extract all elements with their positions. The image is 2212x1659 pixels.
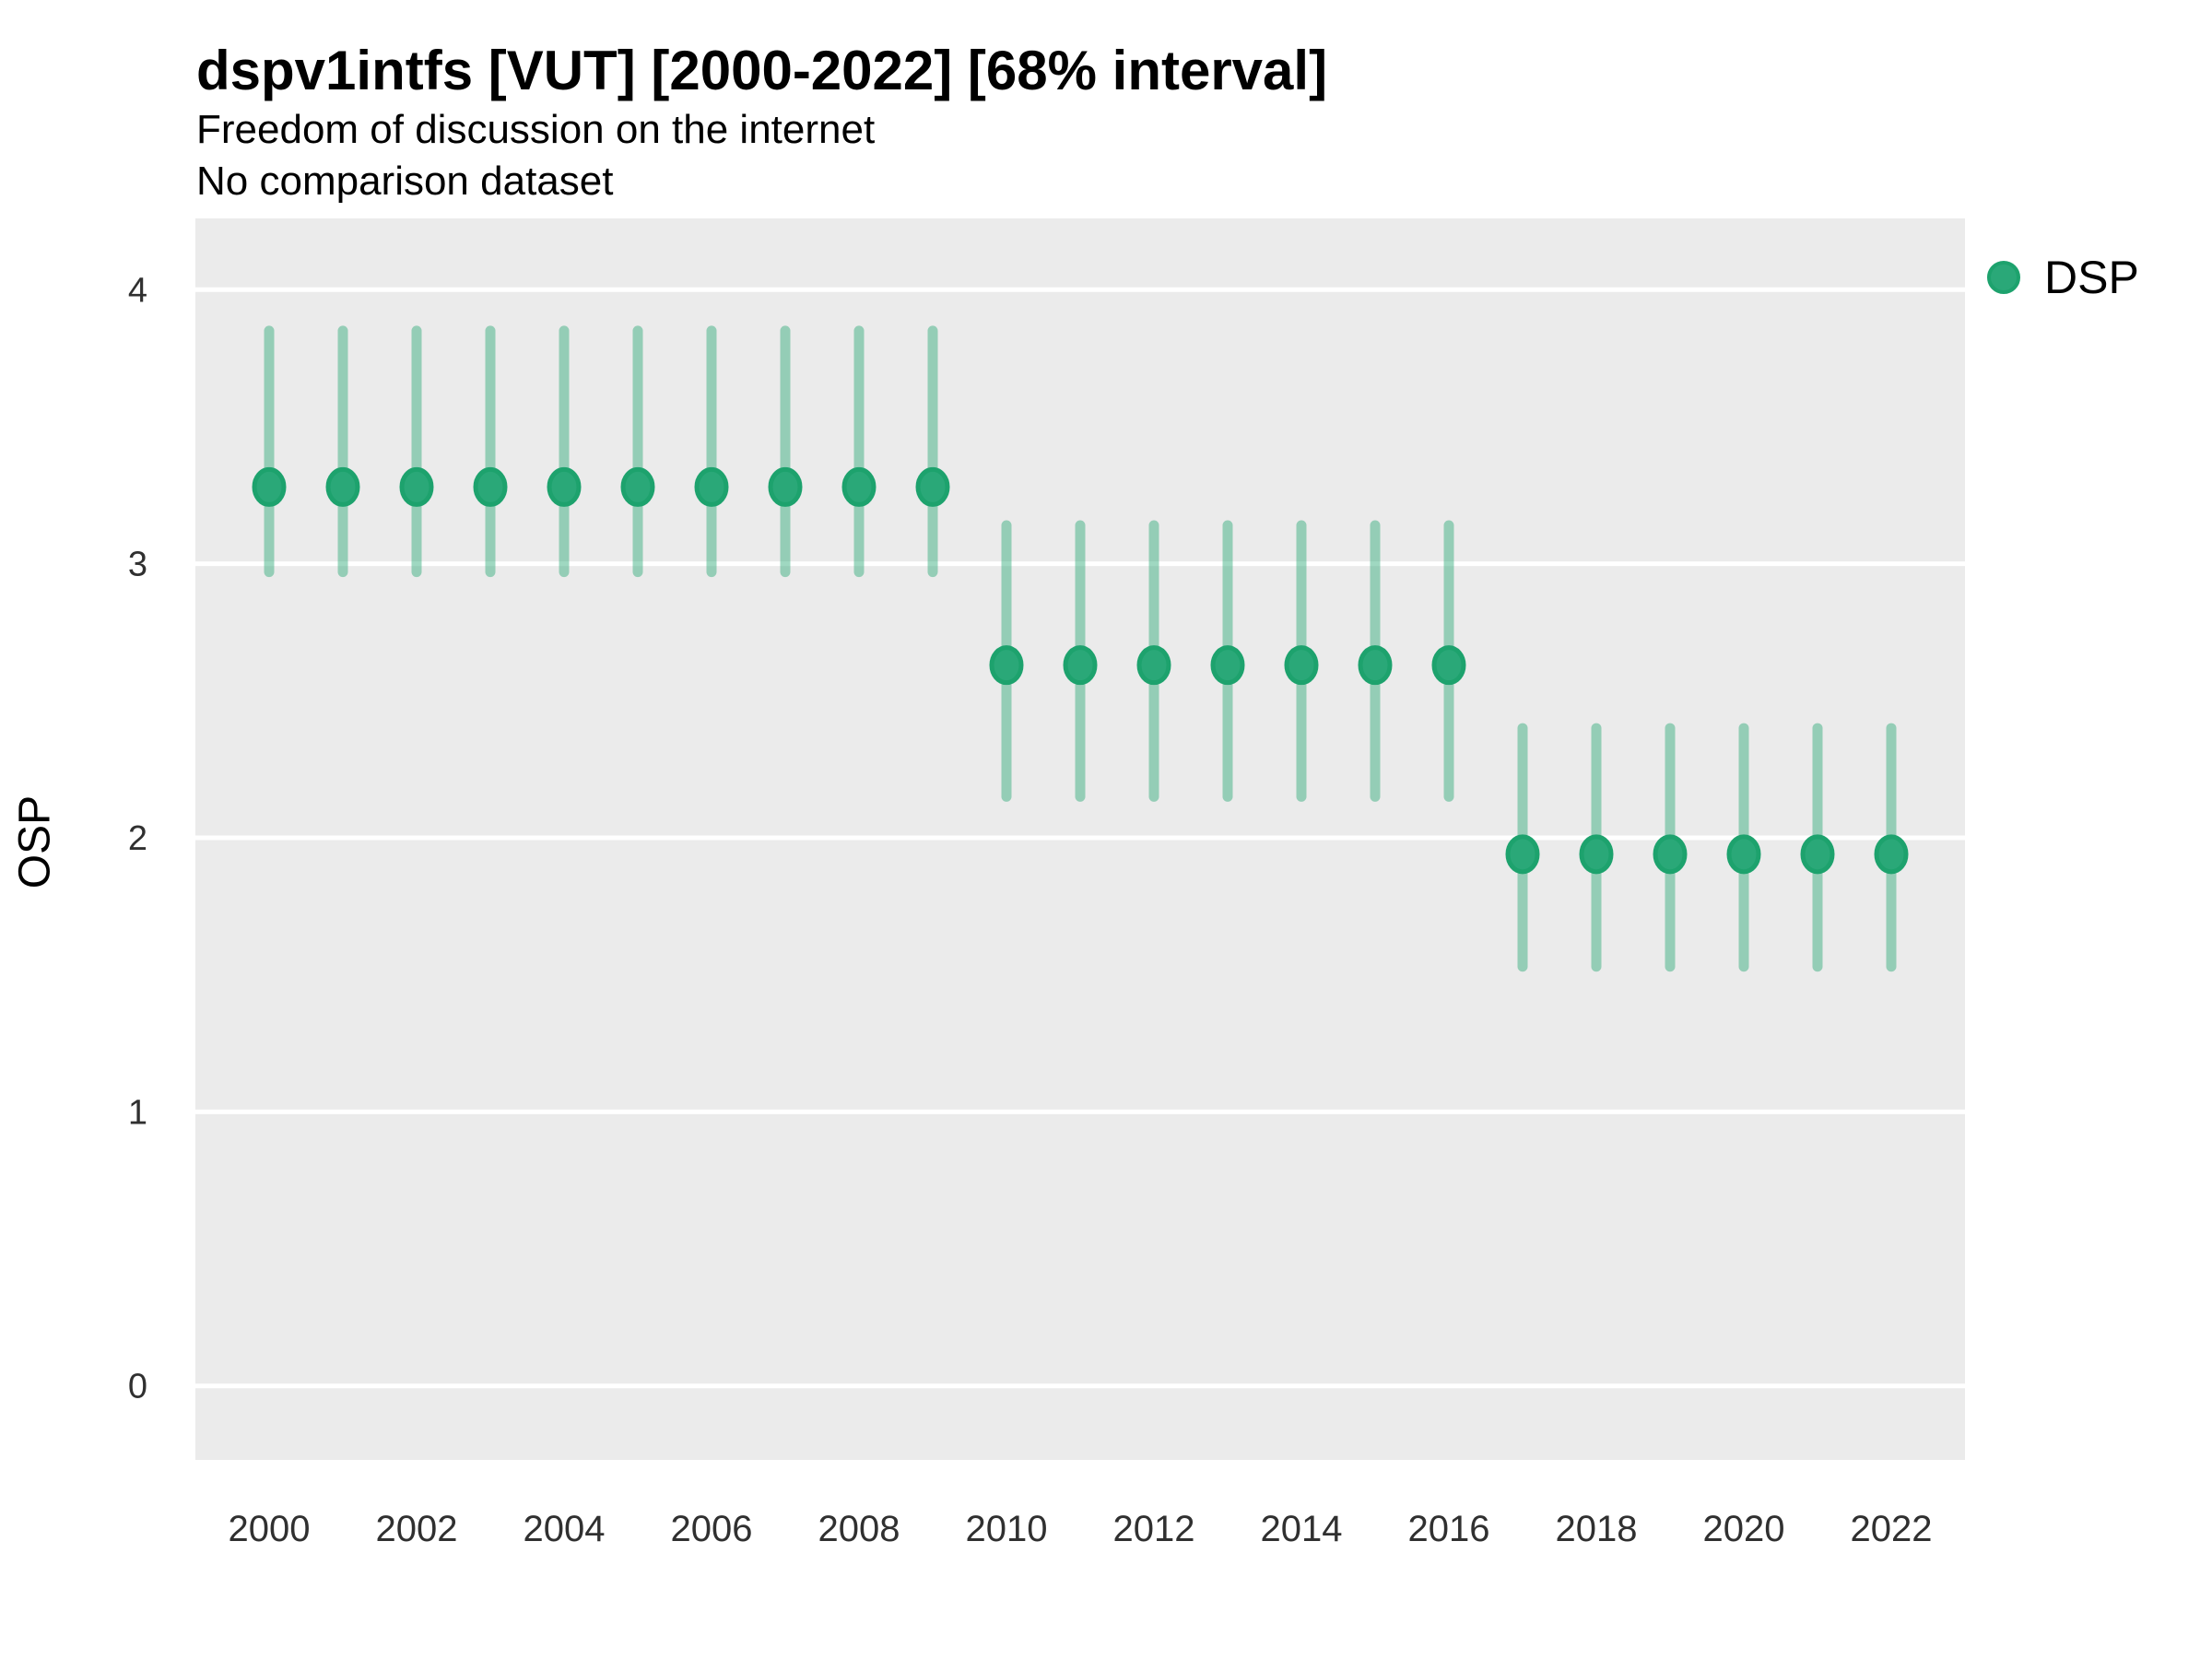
point-estimate bbox=[1800, 834, 1835, 875]
x-tick-label: 2008 bbox=[818, 1509, 900, 1549]
point-estimate bbox=[1063, 645, 1098, 686]
x-tick-label: 2002 bbox=[376, 1509, 458, 1549]
point-estimate bbox=[1726, 834, 1761, 875]
y-tick-label: 1 bbox=[128, 1093, 147, 1132]
point-estimate bbox=[1136, 645, 1171, 686]
point-estimate bbox=[841, 466, 877, 507]
point-estimate bbox=[547, 466, 582, 507]
point-estimate bbox=[473, 466, 508, 507]
legend-dot-icon bbox=[1987, 261, 2020, 294]
point-estimate bbox=[252, 466, 287, 507]
point-estimate bbox=[694, 466, 729, 507]
x-tick-label: 2020 bbox=[1703, 1509, 1785, 1549]
chart-subtitle: Freedom of discussion on the internet bbox=[196, 107, 876, 152]
point-estimate bbox=[1505, 834, 1540, 875]
chart-title: dspv1intfs [VUT] [2000-2022] [68% interv… bbox=[196, 40, 1328, 101]
chart-annotation: No comparison dataset bbox=[196, 159, 614, 204]
legend-label: DSP bbox=[2044, 252, 2139, 303]
point-estimate bbox=[325, 466, 360, 507]
legend: DSP bbox=[1987, 251, 2139, 304]
x-tick-label: 2014 bbox=[1261, 1509, 1343, 1549]
y-tick-label: 4 bbox=[128, 271, 147, 310]
x-tick-label: 2018 bbox=[1556, 1509, 1638, 1549]
x-tick-label: 2010 bbox=[966, 1509, 1048, 1549]
point-estimate bbox=[1284, 645, 1319, 686]
point-estimate bbox=[1431, 645, 1466, 686]
point-estimate bbox=[1579, 834, 1614, 875]
x-tick-label: 2006 bbox=[671, 1509, 753, 1549]
y-tick-label: 0 bbox=[128, 1368, 147, 1406]
y-tick-label: 2 bbox=[128, 819, 147, 858]
point-estimate bbox=[1210, 645, 1245, 686]
x-tick-label: 2004 bbox=[524, 1509, 606, 1549]
point-estimate bbox=[1653, 834, 1688, 875]
x-tick-label: 2012 bbox=[1113, 1509, 1195, 1549]
x-tick-label: 2000 bbox=[229, 1509, 311, 1549]
y-tick-label: 3 bbox=[128, 546, 147, 584]
point-estimate bbox=[768, 466, 803, 507]
point-estimate bbox=[399, 466, 434, 507]
point-estimate bbox=[1874, 834, 1909, 875]
x-tick-label: 2022 bbox=[1851, 1509, 1933, 1549]
point-estimate bbox=[1358, 645, 1393, 686]
point-estimate bbox=[915, 466, 950, 507]
point-estimate bbox=[620, 466, 655, 507]
x-tick-label: 2016 bbox=[1408, 1509, 1490, 1549]
point-estimate bbox=[989, 645, 1024, 686]
